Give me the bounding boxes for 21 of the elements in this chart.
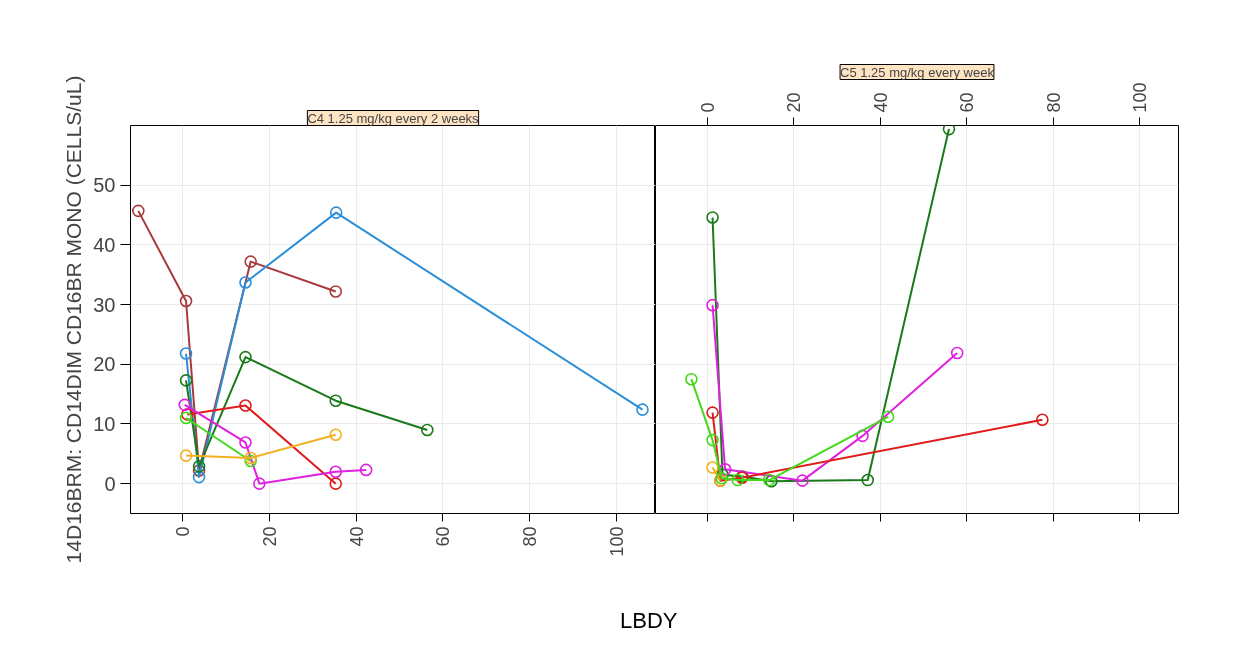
x-tick-label: 100 [606, 526, 627, 557]
x-tick-label: 60 [957, 92, 978, 113]
x-tick-label: 40 [870, 92, 891, 113]
x-tick-label: 20 [259, 526, 280, 547]
x-tick-label: 80 [520, 526, 541, 547]
x-tick-label: 60 [433, 526, 454, 547]
y-tick-label: 40 [93, 233, 116, 256]
x-tick-label: 40 [346, 526, 367, 547]
y-tick-label: 30 [93, 293, 116, 316]
x-tick-label: 80 [1043, 92, 1064, 113]
y-tick-label: 10 [93, 412, 116, 435]
y-tick-label: 50 [93, 174, 116, 197]
x-tick-label: 0 [697, 102, 718, 113]
y-axis-title: 14D16BRM: CD14DIM CD16BR MONO (CELLS/uL) [62, 75, 86, 564]
y-tick-label: 20 [93, 353, 116, 376]
x-tick-label: 100 [1130, 82, 1151, 113]
chart-title: C4 1.25 mg/kg every 2 weeks [307, 110, 480, 126]
y-tick-label: 0 [104, 472, 116, 495]
x-tick-label: 0 [173, 526, 194, 537]
x-tick-label: 20 [784, 92, 805, 113]
x-axis-title: LBDY [620, 607, 678, 635]
